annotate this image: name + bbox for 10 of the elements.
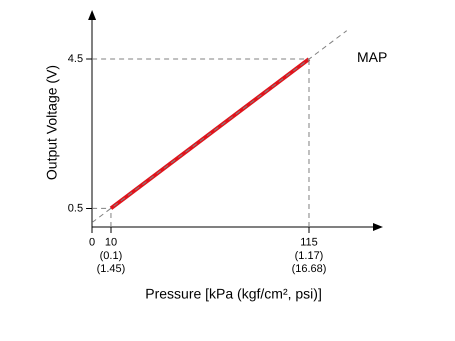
y-axis-title: Output Voltage (V) [43,64,60,180]
y-tick-label: 4.5 [68,53,84,66]
text: (0.1) (1.45) [96,250,126,276]
annotation: MAP [357,48,388,65]
y-tick-label: 0.5 [68,202,84,214]
text: (1.17) (16.68) [292,250,326,276]
x-axis-title: Pressure [kPa (kgf/cm², psi)] [145,285,322,302]
x-tick-label: 0 [89,236,96,249]
x-tick-label: 115 [300,236,318,249]
x-tick-label: 10 [104,236,118,249]
